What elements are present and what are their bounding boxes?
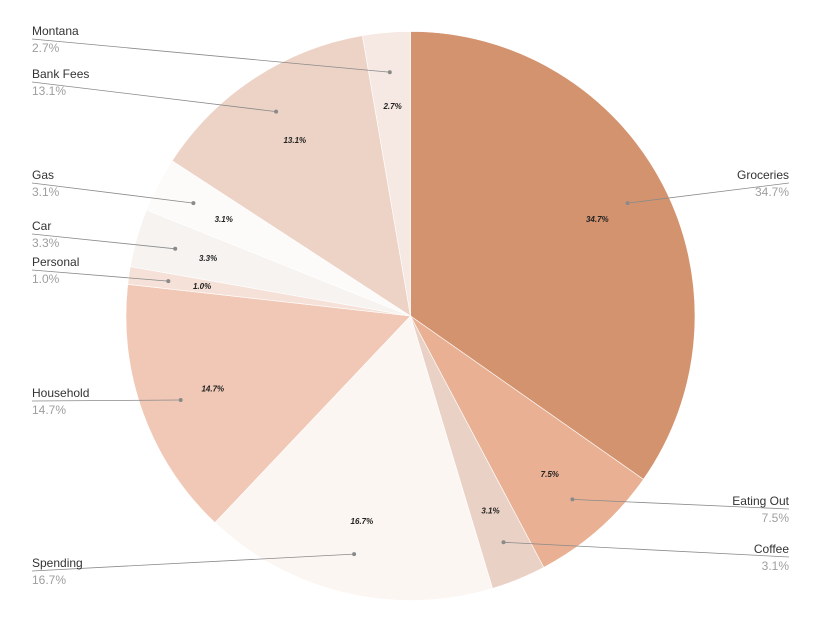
slice-value-label-personal: 1.0% xyxy=(193,282,211,291)
slice-value-label-gas: 3.1% xyxy=(215,215,233,224)
callout-percent-coffee: 3.1% xyxy=(762,559,790,573)
slice-value-label-car: 3.3% xyxy=(199,254,217,263)
callout-name-eating-out: Eating Out xyxy=(732,494,789,508)
pie-slices xyxy=(125,31,696,601)
callout-eating-out: Eating Out 7.5% xyxy=(570,494,790,525)
callout-percent-personal: 1.0% xyxy=(32,272,60,286)
pie-slice-eating-out xyxy=(410,315,644,568)
slice-value-labels: 34.7% 7.5% 3.1% 16.7% 14.7% 1.0% 3.3% 3.1% 13.1%… xyxy=(193,102,609,526)
callout-name-montana: Montana xyxy=(32,24,79,38)
callout-percent-spending: 16.7% xyxy=(32,573,66,587)
callout-line-bank-fees xyxy=(31,81,277,112)
callout-name-gas: Gas xyxy=(32,168,54,182)
callout-spending: Spending 16.7% xyxy=(31,552,357,587)
callout-labels: Groceries 34.7% Eating Out 7.5% Coffee 3.1% Sp… xyxy=(31,24,790,587)
callout-name-bank-fees: Bank Fees xyxy=(32,67,89,81)
callout-name-groceries: Groceries xyxy=(737,168,789,182)
callout-percent-household: 14.7% xyxy=(32,403,66,417)
callout-line-personal xyxy=(31,269,169,282)
callout-name-car: Car xyxy=(32,219,51,233)
pie-slice-groceries xyxy=(410,31,696,480)
callout-coffee: Coffee 3.1% xyxy=(501,540,790,573)
callout-household: Household 14.7% xyxy=(31,386,183,417)
callout-percent-eating-out: 7.5% xyxy=(762,511,790,525)
pie-slice-spending xyxy=(214,315,493,601)
callout-percent-montana: 2.7% xyxy=(32,41,60,55)
callout-groceries: Groceries 34.7% xyxy=(625,168,790,206)
callout-name-spending: Spending xyxy=(32,556,83,570)
slice-value-label-coffee: 3.1% xyxy=(481,507,499,516)
callout-line-spending xyxy=(31,553,355,572)
pie-slice-bank-fees xyxy=(171,35,411,317)
callout-gas: Gas 3.1% xyxy=(31,168,196,206)
slice-value-label-eating-out: 7.5% xyxy=(541,470,559,479)
callout-line-household xyxy=(31,399,181,402)
slice-value-label-groceries: 34.7% xyxy=(586,215,609,224)
callout-line-eating-out xyxy=(572,499,790,510)
callout-percent-car: 3.3% xyxy=(32,236,60,250)
callout-name-coffee: Coffee xyxy=(754,542,789,556)
callout-line-montana xyxy=(31,38,390,73)
callout-car: Car 3.3% xyxy=(31,219,178,251)
slice-value-label-household: 14.7% xyxy=(201,384,224,393)
callout-name-household: Household xyxy=(32,386,89,400)
slice-value-label-bank-fees: 13.1% xyxy=(283,136,306,145)
callout-personal: Personal 1.0% xyxy=(31,255,171,286)
callout-line-car xyxy=(31,233,176,250)
callout-montana: Montana 2.7% xyxy=(31,24,392,75)
callout-percent-bank-fees: 13.1% xyxy=(32,84,66,98)
pie-slice-household xyxy=(125,283,412,524)
callout-line-coffee xyxy=(503,541,790,558)
callout-name-personal: Personal xyxy=(32,255,79,269)
callout-line-groceries xyxy=(627,182,790,204)
callout-bank-fees: Bank Fees 13.1% xyxy=(31,67,279,114)
callout-line-gas xyxy=(31,182,194,204)
slice-value-label-spending: 16.7% xyxy=(351,517,374,526)
callout-percent-gas: 3.1% xyxy=(32,185,60,199)
callout-percent-groceries: 34.7% xyxy=(755,185,789,199)
pie-slice-montana xyxy=(362,31,411,317)
slice-value-label-montana: 2.7% xyxy=(382,102,401,111)
